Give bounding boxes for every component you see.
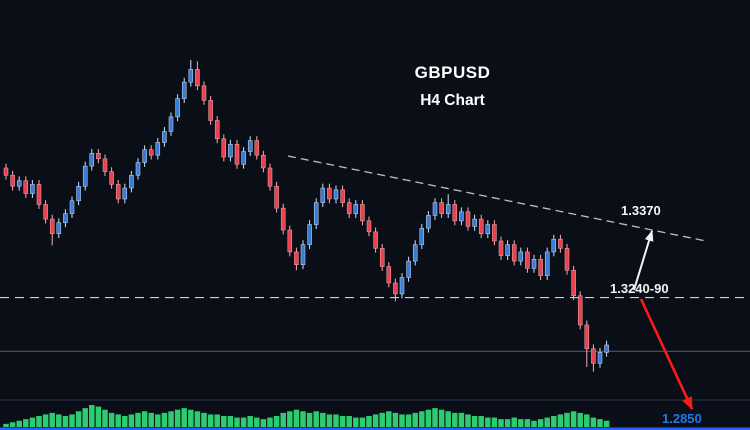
timeframe-title: H4 Chart [420, 92, 485, 109]
downside-target-arrow [639, 298, 694, 411]
breakout-range-label: 1.3240-90 [610, 281, 669, 296]
descending-trendline [287, 155, 707, 242]
resistance-price-label: 1.3370 [621, 203, 661, 218]
chart-title-block: GBPUSD H4 Chart [405, 63, 500, 110]
candles-layer [3, 59, 609, 372]
symbol-title: GBPUSD [414, 63, 491, 82]
target-price-label: 1.2850 [662, 411, 702, 426]
volume-histogram [3, 405, 610, 427]
upside-pullback-arrow [633, 229, 654, 291]
